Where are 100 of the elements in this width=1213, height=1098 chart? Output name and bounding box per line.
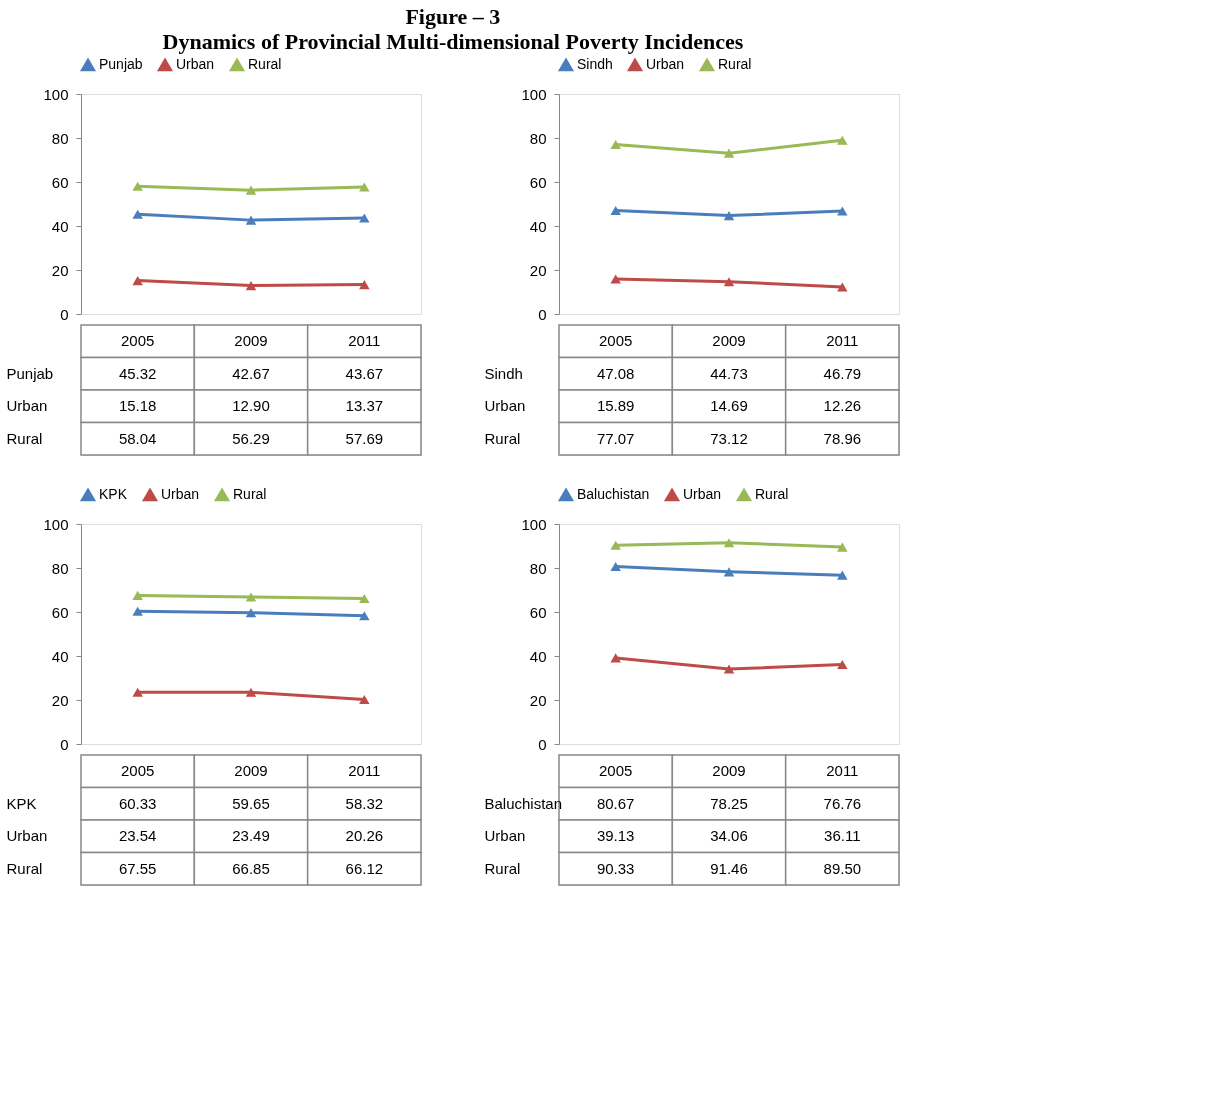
point <box>245 592 257 602</box>
data-label: 20.26 <box>345 827 384 845</box>
text: Rural <box>484 859 521 877</box>
x-tick-label: 2011 <box>826 762 859 780</box>
text: Urban <box>6 827 48 845</box>
point <box>132 606 143 616</box>
data-label: 46.79 <box>823 364 862 382</box>
data-label: 23.54 <box>118 827 157 845</box>
point <box>837 660 848 670</box>
data-label: 23.49 <box>232 827 270 845</box>
point <box>610 274 621 284</box>
text: Urban <box>6 397 48 415</box>
point <box>723 148 735 158</box>
text: Urban <box>484 827 526 845</box>
data-label: 13.37 <box>345 397 384 415</box>
point <box>723 211 735 221</box>
y-tick-label: 0 <box>538 305 547 323</box>
y-tick-label: 40 <box>51 647 69 665</box>
data-label: 58.04 <box>118 429 157 447</box>
data-label: 44.73 <box>710 364 748 382</box>
x-tick-label: 2009 <box>234 332 268 350</box>
data-label: 12.90 <box>232 397 270 415</box>
legend-label: Baluchistan <box>577 486 650 503</box>
text: Punjab <box>6 364 54 382</box>
point <box>837 135 848 145</box>
y-tick-label: 0 <box>60 735 69 753</box>
y-tick-label: 20 <box>51 261 69 279</box>
chart-title: Figure – 3 <box>405 3 501 29</box>
chart-subtitle: Dynamics of Provincial Multi-dimensional Poverty Incidences <box>162 28 744 54</box>
text: Rural <box>6 859 43 877</box>
point <box>723 664 735 674</box>
point <box>132 590 143 600</box>
text: Rural <box>6 429 43 447</box>
x-tick-label: 2005 <box>120 762 155 780</box>
data-label: 80.67 <box>596 794 635 812</box>
y-tick-label: 80 <box>529 559 547 577</box>
x-tick-label: 2005 <box>120 332 155 350</box>
point <box>359 594 370 604</box>
data-label: 66.85 <box>232 859 270 877</box>
data-label: 12.26 <box>823 397 862 415</box>
point <box>245 687 257 697</box>
y-tick-label: 40 <box>529 217 547 235</box>
data-label: 60.33 <box>118 794 157 812</box>
data-label: 89.50 <box>823 859 862 877</box>
x-tick-label: 2011 <box>826 332 859 350</box>
data-label: 76.76 <box>823 794 862 812</box>
point <box>610 540 621 550</box>
legend-label: Rural <box>233 486 267 503</box>
text: Sindh <box>484 364 523 382</box>
y-tick-label: 60 <box>51 603 69 621</box>
legend-label: Punjab <box>99 56 143 73</box>
data-label: 42.67 <box>232 364 270 382</box>
data-label: 78.25 <box>710 794 748 812</box>
point <box>359 611 370 621</box>
legend-label: Urban <box>683 486 722 503</box>
y-tick-label: 20 <box>529 261 547 279</box>
y-tick-label: 0 <box>60 305 69 323</box>
data-label: 77.07 <box>596 429 635 447</box>
legend-label: Urban <box>176 56 215 73</box>
point <box>837 570 848 580</box>
legend-label: Sindh <box>577 56 613 73</box>
point <box>723 538 735 548</box>
data-label: 58.32 <box>345 794 384 812</box>
x-tick-label: 2009 <box>234 762 268 780</box>
point <box>132 276 143 286</box>
text: Rural <box>484 429 521 447</box>
point <box>837 206 848 216</box>
y-tick-label: 40 <box>529 647 547 665</box>
y-tick-label: 60 <box>529 173 547 191</box>
legend-label: Rural <box>248 56 282 73</box>
point <box>359 280 370 290</box>
y-tick-label: 80 <box>51 129 69 147</box>
text: Urban <box>484 397 526 415</box>
data-label: 67.55 <box>118 859 157 877</box>
legend-label: Urban <box>646 56 685 73</box>
data-label: 78.96 <box>823 429 862 447</box>
y-tick-label: 100 <box>43 85 69 103</box>
x-tick-label: 2011 <box>348 332 381 350</box>
data-label: 66.12 <box>345 859 384 877</box>
y-tick-label: 60 <box>51 173 69 191</box>
data-label: 91.46 <box>710 859 748 877</box>
data-label: 43.67 <box>345 364 384 382</box>
data-label: 90.33 <box>596 859 635 877</box>
x-tick-label: 2009 <box>712 762 746 780</box>
text: KPK <box>6 794 37 812</box>
point <box>359 182 370 192</box>
data-label: 39.13 <box>596 827 635 845</box>
y-tick-label: 100 <box>521 85 547 103</box>
point <box>132 181 143 191</box>
point <box>245 281 257 291</box>
legend-label: Urban <box>161 486 200 503</box>
text: Baluchistan <box>484 794 563 812</box>
data-label: 45.32 <box>118 364 157 382</box>
legend-label: Rural <box>755 486 789 503</box>
y-tick-label: 20 <box>529 691 547 709</box>
point <box>245 215 257 225</box>
y-tick-label: 60 <box>529 603 547 621</box>
point <box>837 542 848 552</box>
x-tick-label: 2005 <box>598 332 633 350</box>
legend-label: Rural <box>718 56 752 73</box>
